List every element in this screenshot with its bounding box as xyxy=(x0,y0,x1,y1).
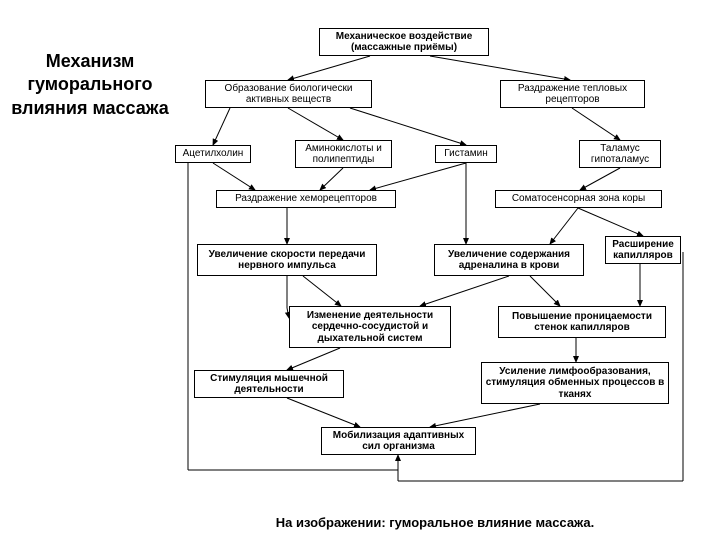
node-n3: Раздражение тепловых рецепторов xyxy=(500,80,645,108)
node-n11: Увеличение содержания адреналина в крови xyxy=(434,244,584,276)
node-n2: Образование биологически активных вещест… xyxy=(205,80,372,108)
node-n13: Изменение деятельности сердечно-сосудист… xyxy=(289,306,451,348)
node-n17: Мобилизация адаптивных сил организма xyxy=(321,427,476,455)
node-n16: Усиление лимфообразования, стимуляция об… xyxy=(481,362,669,404)
diagram-title: Механизм гуморального влияния массажа xyxy=(10,50,170,120)
node-n4: Ацетилхолин xyxy=(175,145,251,163)
node-n5: Аминокислоты и полипептиды xyxy=(295,140,392,168)
node-n10: Увеличение скорости передачи нервного им… xyxy=(197,244,377,276)
node-n14: Повышение проницаемости стенок капилляро… xyxy=(498,306,666,338)
diagram-caption: На изображении: гуморальное влияние масс… xyxy=(225,515,645,530)
node-n15: Стимуляция мышечной деятельности xyxy=(194,370,344,398)
node-n9: Соматосенсорная зона коры xyxy=(495,190,662,208)
node-n6: Гистамин xyxy=(435,145,497,163)
node-n8: Раздражение хеморецепторов xyxy=(216,190,396,208)
node-n7: Таламус гипоталамус xyxy=(579,140,661,168)
node-n1: Механическое воздействие (массажные приё… xyxy=(319,28,489,56)
node-n12: Расширение капилляров xyxy=(605,236,681,264)
